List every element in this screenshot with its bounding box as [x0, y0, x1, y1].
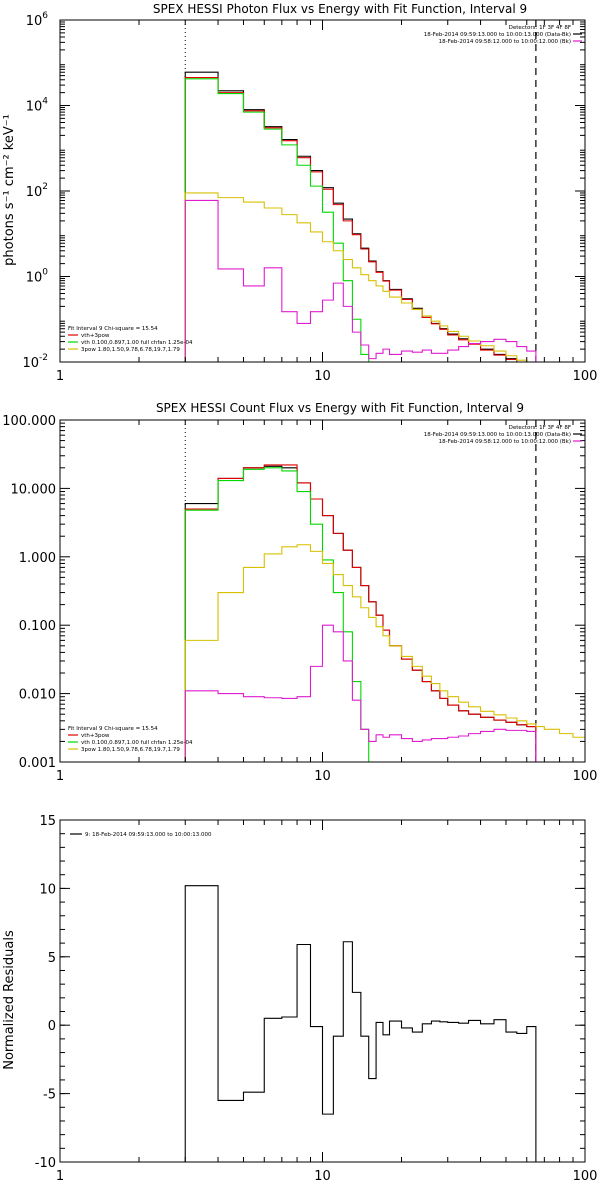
- series-line-4: [184, 624, 537, 762]
- photon-legend-bottom-left: Fit Interval 9 Chi-square = 15.54vth+3po…: [68, 326, 193, 353]
- residuals-panel: Normalized Residuals 1 10 100 -10-5051015 …: [2, 814, 597, 1184]
- residuals-y-ticks: -10 -5 0 5 10 15: [35, 814, 585, 1171]
- x-tick-label: 100: [573, 1169, 598, 1184]
- count-y-ticks: 0.001 0.010 0.100 1.000 10.000 100.000: [2, 414, 585, 771]
- legend-header: Detectors: 1F 3F 4F 8F: [509, 25, 571, 31]
- x-tick-label: 1: [56, 769, 64, 784]
- y-tick-label: 102: [26, 182, 48, 200]
- y-tick-label: 10: [39, 882, 56, 897]
- x-tick-label: 10: [314, 369, 331, 384]
- y-tick-label: 0: [48, 1019, 56, 1034]
- x-tick-label: 100: [573, 769, 598, 784]
- residuals-x-ticks: 1 10 100: [56, 820, 598, 1184]
- photon-y-axis-label: photons s⁻¹ cm⁻² keV⁻¹: [2, 114, 17, 266]
- photon-x-ticks: 1 10 100: [56, 20, 598, 384]
- x-tick-label: 100: [573, 369, 598, 384]
- y-tick-label: 10.000: [11, 482, 57, 497]
- count-data-layer: [59, 419, 586, 763]
- legend-entry-text: 18-Feb-2014 09:59:13.000 to 10:00:13.000…: [424, 432, 571, 438]
- y-tick-label: 100: [26, 268, 49, 286]
- y-tick-label: 106: [26, 11, 49, 29]
- legend-entry-text: 3pow 1.80,1.50,9.78,6.78,19.7,1.79: [81, 747, 180, 753]
- y-tick-label: -5: [43, 1088, 56, 1103]
- legend-header: Fit Interval 9 Chi-square = 15.54: [68, 326, 158, 332]
- legend-entry-text: vth+3pow: [81, 333, 110, 339]
- legend-header: Fit Interval 9 Chi-square = 15.54: [68, 726, 158, 732]
- y-tick-label: 104: [26, 97, 49, 115]
- x-tick-label: 10: [314, 1169, 331, 1184]
- legend-entry-text: 9: 18-Feb-2014 09:59:13.000 to 10:00:13.…: [85, 832, 212, 838]
- y-tick-label: 0.010: [19, 688, 56, 703]
- legend-entry-text: vth+3pow: [81, 733, 110, 739]
- y-tick-label: 0.001: [19, 756, 56, 771]
- series-line-4: [184, 199, 537, 362]
- count-legend-bottom-left: Fit Interval 9 Chi-square = 15.54vth+3po…: [68, 726, 193, 753]
- photon-y-ticks: 10-2 100 102 104 106: [22, 11, 585, 371]
- y-tick-label: 15: [39, 814, 56, 829]
- x-tick-label: 10: [314, 769, 331, 784]
- count-chart-title: SPEX HESSI Count Flux vs Energy with Fit…: [156, 401, 524, 415]
- y-tick-label: 100.000: [2, 414, 56, 429]
- photon-chart-title: SPEX HESSI Photon Flux vs Energy with Fi…: [153, 2, 527, 16]
- legend-entry-text: 18-Feb-2014 09:58:12.000 to 10:00:12.000…: [439, 439, 571, 445]
- x-tick-label: 1: [56, 369, 64, 384]
- legend-header: Detectors: 1F 3F 4F 8F: [509, 425, 571, 431]
- residuals-y-axis-label: Normalized Residuals: [2, 930, 17, 1070]
- y-tick-label: 1.000: [19, 551, 56, 566]
- count-flux-panel: SPEX HESSI Count Flux vs Energy with Fit…: [2, 401, 597, 784]
- series-line-3: [184, 192, 528, 362]
- x-tick-label: 1: [56, 1169, 64, 1184]
- legend-entry-text: 18-Feb-2014 09:58:12.000 to 10:00:12.000…: [439, 39, 571, 45]
- photon-flux-panel: SPEX HESSI Photon Flux vs Energy with Fi…: [2, 2, 598, 384]
- series-line-0: [184, 885, 537, 1162]
- y-tick-label: 0.100: [19, 619, 56, 634]
- series-line-1: [184, 77, 518, 362]
- y-tick-label: -10: [35, 1156, 56, 1171]
- legend-entry-text: vth 0.100,0.897,1.00 full chfan 1.25e-04: [81, 340, 193, 346]
- y-tick-label: 10-2: [22, 353, 48, 371]
- legend-entry-text: 3pow 1.80,1.50,9.78,6.78,19.7,1.79: [81, 347, 180, 353]
- series-line-3: [184, 544, 585, 762]
- y-tick-label: 5: [48, 951, 56, 966]
- count-x-ticks: 1 10 100: [56, 420, 598, 784]
- legend-entry-text: 18-Feb-2014 09:59:13.000 to 10:00:13.000…: [424, 32, 571, 38]
- legend-entry-text: vth 0.100,0.897,1.00 full chfan 1.25e-04: [81, 740, 193, 746]
- residuals-legend-top-left: 9: 18-Feb-2014 09:59:13.000 to 10:00:13.…: [70, 832, 212, 838]
